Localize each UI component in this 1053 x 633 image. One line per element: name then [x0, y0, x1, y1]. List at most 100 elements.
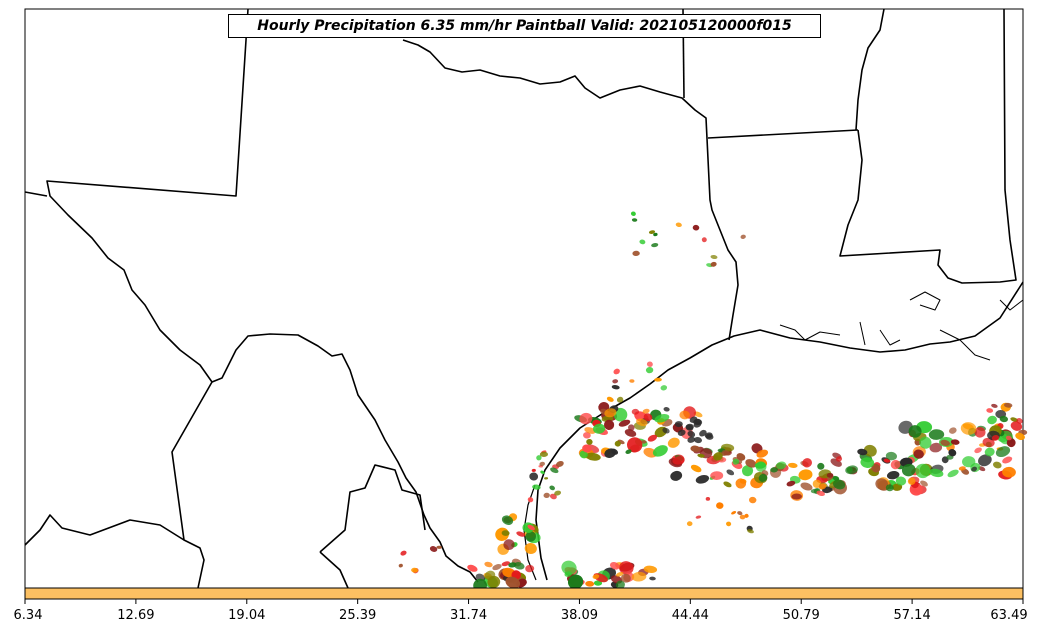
- mexico-border-a: [171, 381, 213, 589]
- precip-paintball: [974, 447, 982, 454]
- precip-paintball: [949, 427, 957, 434]
- precip-paintball: [649, 576, 656, 581]
- precip-paintball: [987, 415, 997, 425]
- precip-paintball: [786, 480, 796, 487]
- precip-paintball: [527, 497, 534, 503]
- colorbar-tick-label: 6.34: [13, 608, 43, 623]
- precip-paintball: [798, 469, 813, 481]
- precip-paintball: [992, 461, 1002, 469]
- precip-paintball: [913, 449, 924, 459]
- precip-paintball: [536, 455, 542, 461]
- precip-paintball: [1006, 438, 1016, 448]
- precip-paintball: [612, 379, 619, 384]
- precip-paintball: [647, 434, 658, 442]
- ar-la-border: [707, 129, 859, 139]
- precip-paintball: [630, 211, 636, 216]
- precip-paintball: [663, 407, 670, 412]
- precip-paintball: [731, 511, 737, 515]
- precip-paintball: [550, 467, 559, 474]
- precip-paintball: [950, 439, 960, 445]
- precip-paintball: [643, 565, 658, 573]
- precip-paintball: [593, 580, 603, 586]
- precip-paintball: [631, 218, 638, 222]
- precip-paintball: [690, 445, 701, 453]
- precip-paintball: [586, 438, 593, 445]
- texas-border: [46, 8, 479, 583]
- precip-paintball: [487, 575, 501, 588]
- precip-paintball: [737, 511, 743, 516]
- colorbar-tick-label: 38.09: [560, 608, 599, 623]
- precip-paintball: [492, 564, 502, 571]
- precip-paintball: [770, 467, 778, 473]
- precip-paintball: [845, 465, 858, 475]
- colorbar-tick-label: 63.49: [990, 608, 1028, 623]
- precip-paintball: [749, 496, 757, 504]
- precip-paintball: [1016, 418, 1023, 424]
- precip-paintball: [618, 419, 631, 427]
- precip-paintball: [660, 385, 668, 391]
- precip-paintball: [818, 483, 827, 490]
- precip-paintball: [613, 368, 620, 375]
- precip-paintball: [860, 457, 875, 468]
- precip-paintball: [697, 453, 705, 458]
- map-frame: [24, 8, 1024, 589]
- precip-paintball: [616, 396, 624, 403]
- precip-paintball: [614, 440, 621, 447]
- precip-paintball: [857, 448, 868, 456]
- precipitation-paintballs: [398, 211, 1028, 593]
- precip-paintball: [919, 436, 932, 449]
- precip-paintball: [726, 469, 735, 476]
- precip-paintball: [1002, 466, 1016, 478]
- precip-paintball: [505, 576, 521, 589]
- precip-paintball: [732, 458, 740, 465]
- precip-paintball: [948, 449, 957, 457]
- precip-paintball: [631, 571, 647, 582]
- precip-paintball: [579, 412, 593, 425]
- precip-paintball: [675, 222, 682, 228]
- precip-paintball: [986, 408, 994, 413]
- colorbar-tick-label: 44.44: [671, 608, 709, 623]
- precip-paintball: [800, 482, 813, 491]
- precip-paintball: [1002, 456, 1013, 464]
- precip-paintball: [627, 437, 643, 453]
- precip-paintball: [604, 408, 617, 418]
- precip-paintball: [585, 452, 601, 461]
- colorbar-tick-label: 12.69: [117, 608, 155, 623]
- precip-paintball: [648, 230, 656, 234]
- map-title: Hourly Precipitation 6.35 mm/hr Paintbal…: [228, 14, 821, 38]
- precip-paintball: [695, 474, 710, 484]
- precip-paintball: [585, 580, 595, 587]
- precip-paintball: [995, 446, 1011, 458]
- mexico-border-b: [24, 514, 185, 546]
- precip-paintball: [741, 465, 754, 477]
- precip-paintball: [539, 461, 545, 467]
- precip-paintball: [400, 550, 407, 556]
- la-bayous: [779, 291, 1024, 361]
- precip-paintball: [531, 468, 536, 472]
- precip-paintball: [739, 514, 746, 520]
- precip-paintball: [525, 564, 535, 573]
- precip-paintball: [543, 492, 550, 499]
- precip-paintball: [735, 478, 747, 489]
- precip-paintball: [833, 479, 846, 490]
- precip-paintball: [690, 464, 702, 473]
- precip-paintball: [549, 485, 555, 491]
- precip-paintball: [625, 449, 632, 454]
- precip-paintball: [791, 493, 802, 500]
- precip-paintball: [892, 483, 903, 491]
- precip-paintball: [974, 426, 986, 438]
- precip-paintball: [1005, 435, 1012, 441]
- precip-paintball: [991, 435, 1000, 441]
- precip-paintball: [920, 480, 928, 487]
- precip-paintball: [901, 463, 916, 477]
- precip-paintball: [755, 461, 767, 472]
- colorbar: [24, 587, 1024, 600]
- precip-paintball: [802, 458, 812, 468]
- red-river-border: [402, 39, 739, 341]
- precip-paintball: [745, 459, 757, 468]
- la-ms-border: [839, 8, 1017, 284]
- precip-paintball: [667, 437, 680, 448]
- precip-paintball: [501, 530, 510, 536]
- precip-paintball: [501, 515, 514, 525]
- precip-paintball: [619, 561, 634, 575]
